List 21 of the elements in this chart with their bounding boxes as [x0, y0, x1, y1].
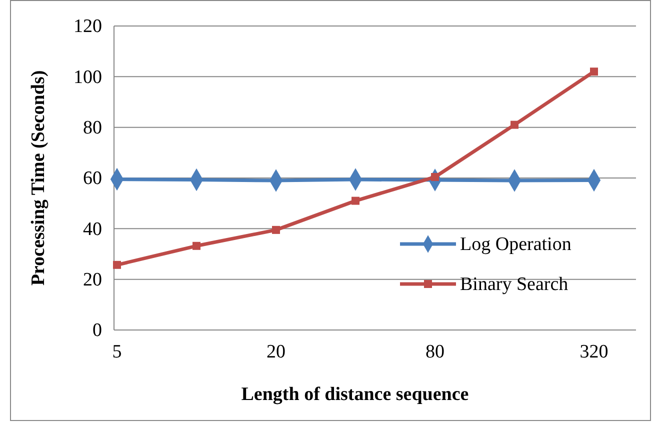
y-tick-label: 60 [83, 168, 102, 190]
y-axis-title: Processing Time (Seconds) [28, 70, 49, 286]
legend-label: Log Operation [460, 234, 572, 255]
legend-label: Binary Search [460, 274, 569, 295]
x-tick-label: 320 [580, 341, 608, 362]
y-tick-label: 0 [92, 320, 102, 342]
y-tick-label: 20 [83, 269, 102, 290]
x-tick-label: 5 [112, 341, 122, 362]
point [352, 196, 360, 205]
x-tick-label: 20 [266, 341, 286, 362]
y-tick-label: 120 [74, 16, 102, 38]
y-tick-label: 100 [74, 66, 102, 88]
point [192, 242, 200, 250]
point [510, 120, 518, 129]
x-tick-label: 80 [426, 341, 444, 362]
y-tick-label: 80 [83, 117, 102, 138]
point [272, 226, 280, 234]
point [113, 260, 121, 269]
point [590, 68, 598, 76]
x-axis-title: Length of distance sequence [241, 384, 469, 405]
y-tick-label: 40 [83, 218, 102, 240]
